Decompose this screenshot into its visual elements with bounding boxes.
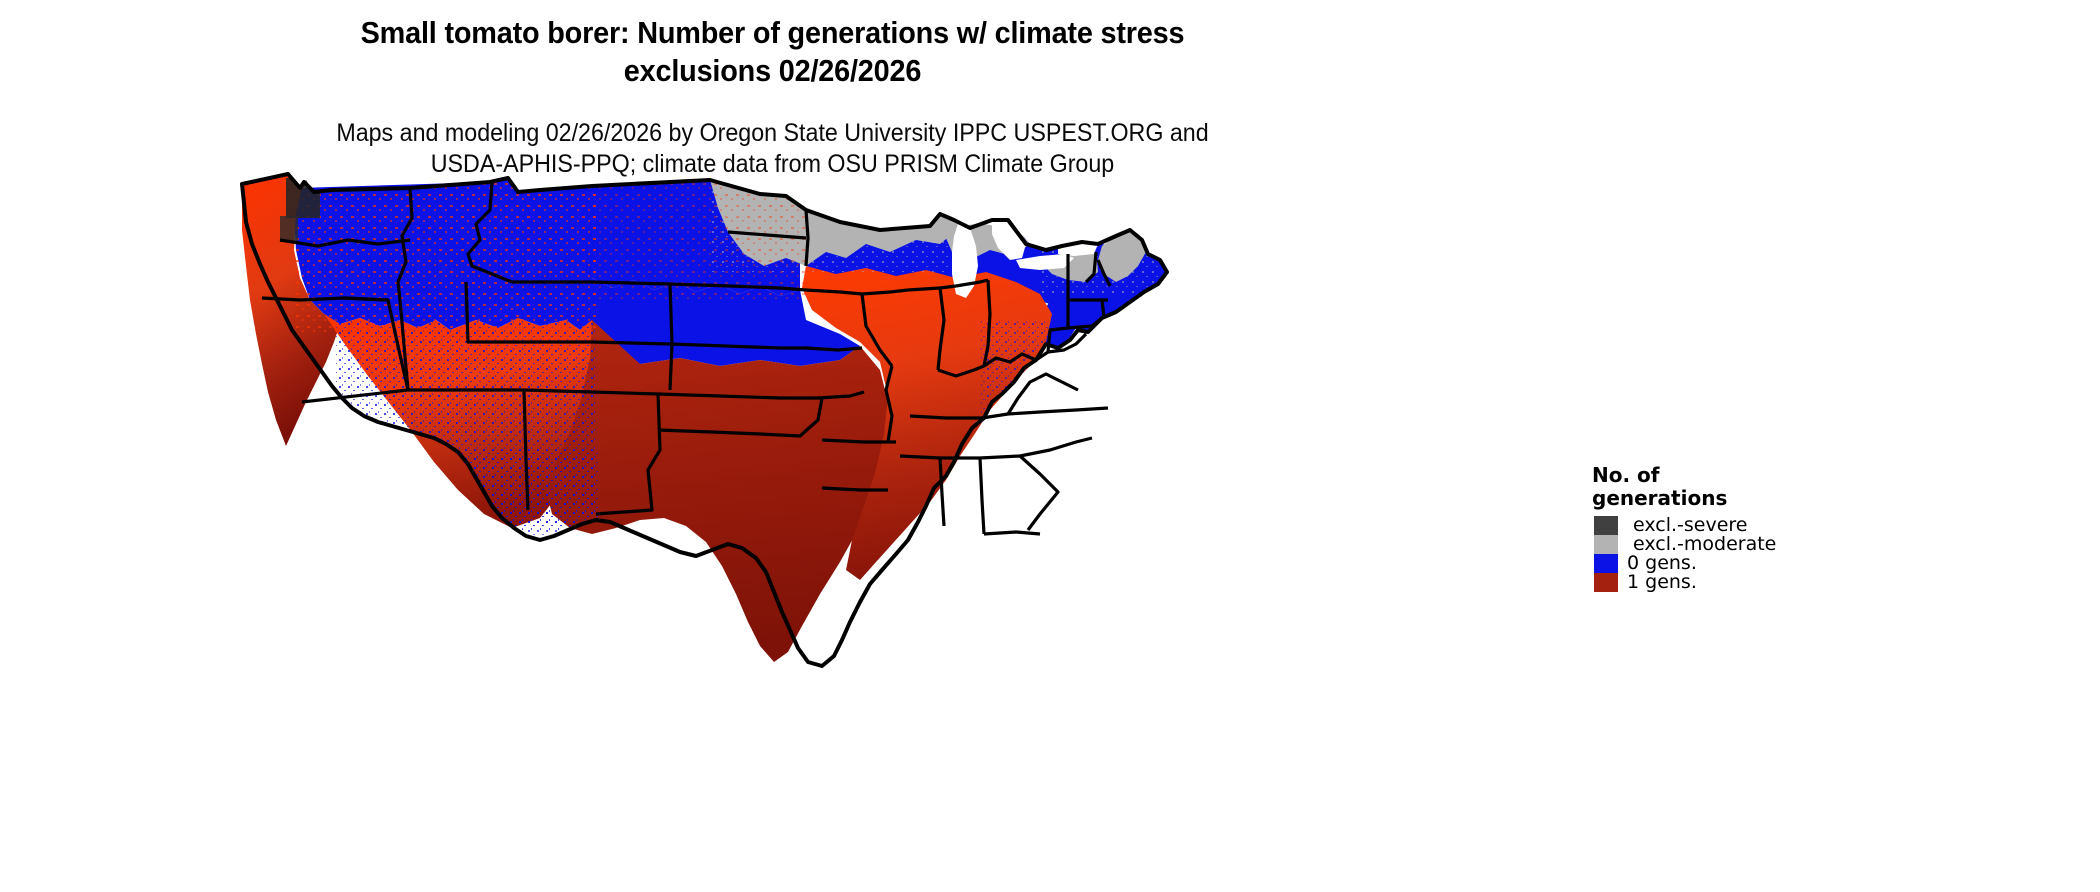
- state-line-mt-wy: [512, 280, 671, 286]
- state-line-id-mt: [466, 181, 513, 284]
- map-canvas[interactable]: [240, 170, 1170, 670]
- page-subtitle-line-2: USDA-APHIS-PPQ; climate data from OSU PR…: [430, 150, 1115, 178]
- page-subtitle: Maps and modeling 02/26/2026 by Oregon S…: [0, 118, 1545, 180]
- lake-erie: [1016, 254, 1074, 270]
- state-line-in-ky: [937, 364, 985, 378]
- state-line-ks-mo: [817, 390, 865, 400]
- texture-orange-speckle-northwest: [296, 182, 596, 332]
- state-line-mi-lower: [955, 278, 989, 288]
- state-line-in-oh: [982, 279, 992, 367]
- map-texture-layer: [280, 178, 1160, 545]
- legend-items: excl.-severe excl.-moderate 0 gens. 1 ge…: [1594, 516, 1992, 592]
- legend-title-line-1: No. of: [1592, 463, 1660, 487]
- legend-swatch-1-gens: [1594, 573, 1618, 592]
- state-line-ne-ks: [669, 342, 810, 350]
- state-line-wy-sd-ne: [668, 283, 674, 391]
- state-line-mo-il: [884, 365, 894, 443]
- state-line-ct-ri: [1100, 299, 1106, 319]
- state-line-nh-me: [1096, 259, 1112, 287]
- legend-swatch-excl-moderate: [1594, 535, 1618, 554]
- legend-label-0-gens: 0 gens.: [1627, 552, 1697, 574]
- state-line-sd-ne: [669, 282, 807, 292]
- state-line-va-wv-md: [1006, 372, 1079, 415]
- state-line-mo-ar: [821, 438, 896, 444]
- legend-label-excl-severe: excl.-severe: [1633, 514, 1748, 536]
- legend-item-excl-severe[interactable]: excl.-severe: [1594, 516, 1992, 535]
- state-line-sd-mn-ia: [805, 288, 863, 296]
- national-outline: [240, 172, 1169, 668]
- state-line-wv-oh-pa: [983, 350, 1049, 368]
- raster-zone-1gen-central-south: [546, 320, 890, 662]
- state-line-ky-tn: [909, 412, 1009, 420]
- page-subtitle-line-1: Maps and modeling 02/26/2026 by Oregon S…: [336, 119, 1209, 147]
- state-line-co-nm: [523, 388, 659, 396]
- page-title-line-2: exclusions 02/26/2026: [623, 53, 922, 88]
- state-line-mn-ia-wi: [861, 288, 909, 296]
- state-line-sc-nc: [1019, 436, 1093, 458]
- legend-title: No. of generations: [1592, 464, 1752, 510]
- state-line-ia-il: [860, 293, 894, 367]
- legend-label-1-gens: 1 gens.: [1627, 571, 1697, 593]
- state-line-ca-nv-diag: [301, 296, 410, 404]
- page-title-line-1: Small tomato borer: Number of generation…: [360, 15, 1185, 50]
- state-line-vt-nh: [1084, 251, 1098, 284]
- raster-zone-1gen-pacific: [242, 174, 340, 446]
- state-line-il-in: [936, 287, 946, 371]
- state-line-wa-or: [279, 238, 411, 248]
- lake-michigan: [952, 224, 978, 298]
- us-choropleth-map[interactable]: [240, 170, 1170, 670]
- state-line-nc-va: [1007, 406, 1109, 416]
- legend-swatch-0-gens: [1594, 554, 1618, 573]
- map-legend: No. of generations excl.-severe excl.-mo…: [1592, 464, 1992, 592]
- page-title: Small tomato borer: Number of generation…: [0, 14, 1545, 90]
- state-line-ok-tx: [657, 397, 824, 438]
- state-line-al-ga: [978, 457, 986, 535]
- legend-swatch-excl-severe: [1594, 516, 1618, 535]
- state-line-tn-ms-al-ga: [899, 454, 1021, 460]
- state-line-nd-mn: [804, 209, 810, 267]
- state-line-az-nm: [522, 389, 530, 511]
- state-line-wy-co: [512, 340, 671, 346]
- legend-label-excl-moderate: excl.-moderate: [1633, 533, 1777, 555]
- legend-title-line-2: generations: [1592, 486, 1728, 510]
- state-line-ut-wy: [464, 281, 512, 344]
- state-line-ga-fl: [983, 530, 1041, 536]
- legend-item-0-gens[interactable]: 0 gens.: [1594, 554, 1992, 573]
- state-line-ne-ia-mo: [805, 346, 863, 352]
- state-line-ks-ok: [657, 392, 818, 400]
- legend-item-1-gens[interactable]: 1 gens.: [1594, 573, 1992, 592]
- state-line-id-or: [396, 187, 414, 301]
- legend-item-excl-moderate[interactable]: excl.-moderate: [1594, 535, 1992, 554]
- texture-excl-severe-olympics: [280, 216, 298, 242]
- state-line-nv-ut: [398, 299, 410, 391]
- state-line-ga-sc: [1018, 454, 1060, 531]
- state-line-ar-la: [821, 486, 888, 492]
- state-line-ny-pa-nj: [1047, 332, 1088, 354]
- map-boundaries-layer: [240, 172, 1169, 668]
- state-line-nd-sd: [727, 230, 807, 240]
- state-line-ms-al: [938, 457, 946, 527]
